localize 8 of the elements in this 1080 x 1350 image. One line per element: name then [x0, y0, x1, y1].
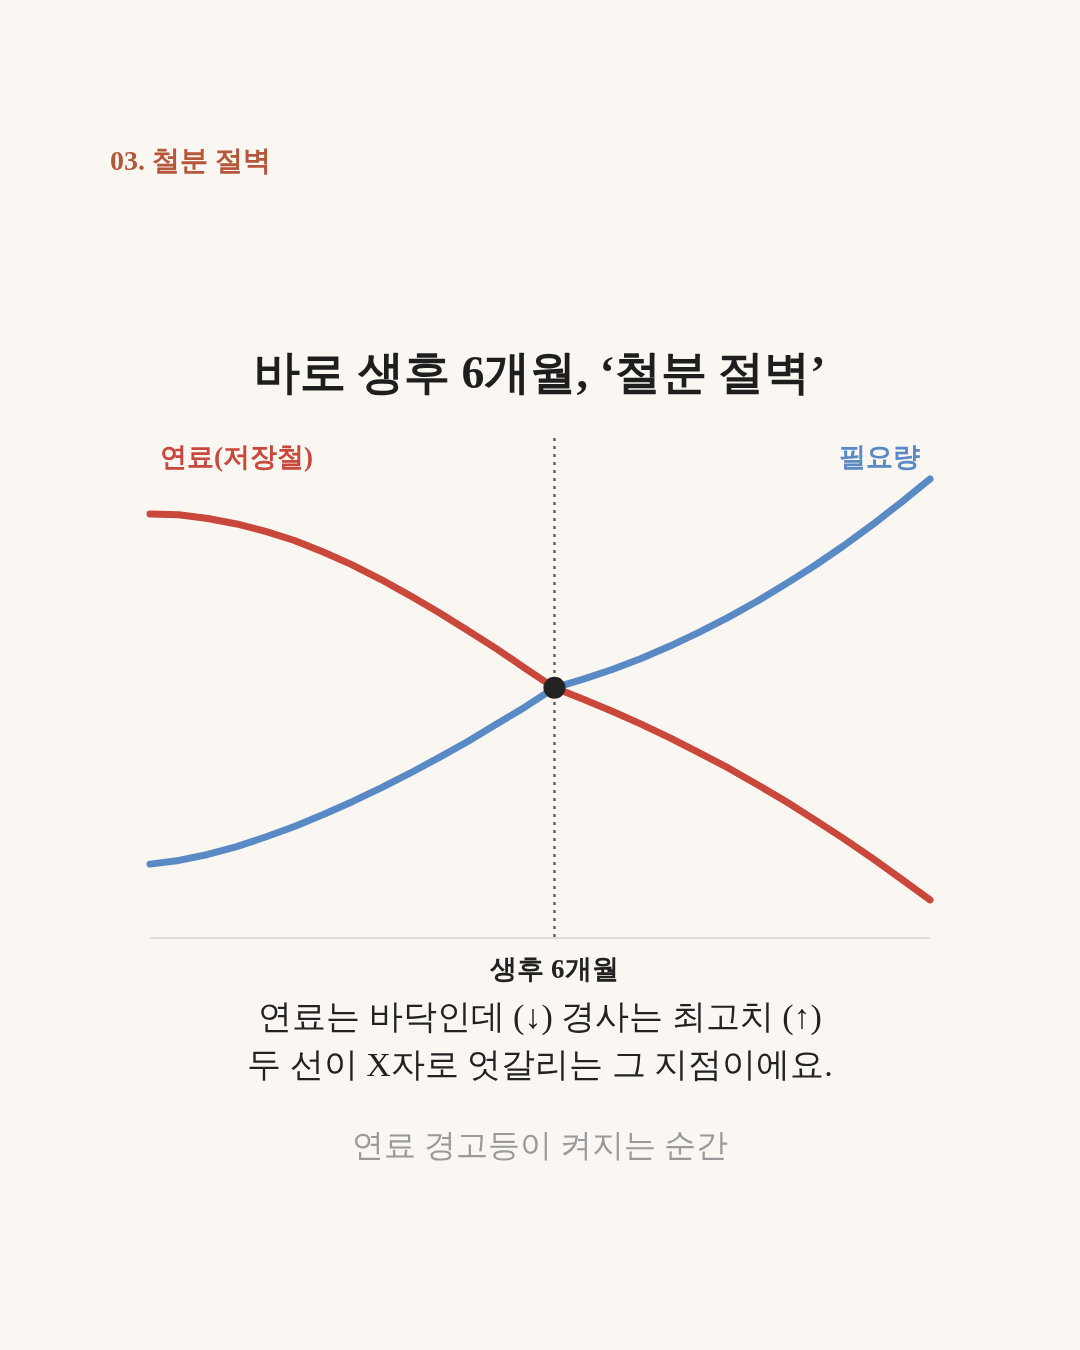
text: 연료 경고등이 켜지는 순간: [352, 1127, 728, 1163]
text: 생후 6개월: [489, 954, 619, 984]
series-label: 연료(저장철): [160, 442, 313, 472]
text: 두 선이 X자로 엇갈리는 그 지점이에요.: [247, 1046, 833, 1083]
series-label: 필요량: [839, 442, 920, 472]
text: 03. 철분 절벽: [110, 145, 271, 176]
chart-title: 바로 생후 6개월, ‘철분 절벽’: [254, 347, 826, 398]
text: 연료는 바닥인데 (↓) 경사는 최고치 (↑): [258, 998, 822, 1036]
